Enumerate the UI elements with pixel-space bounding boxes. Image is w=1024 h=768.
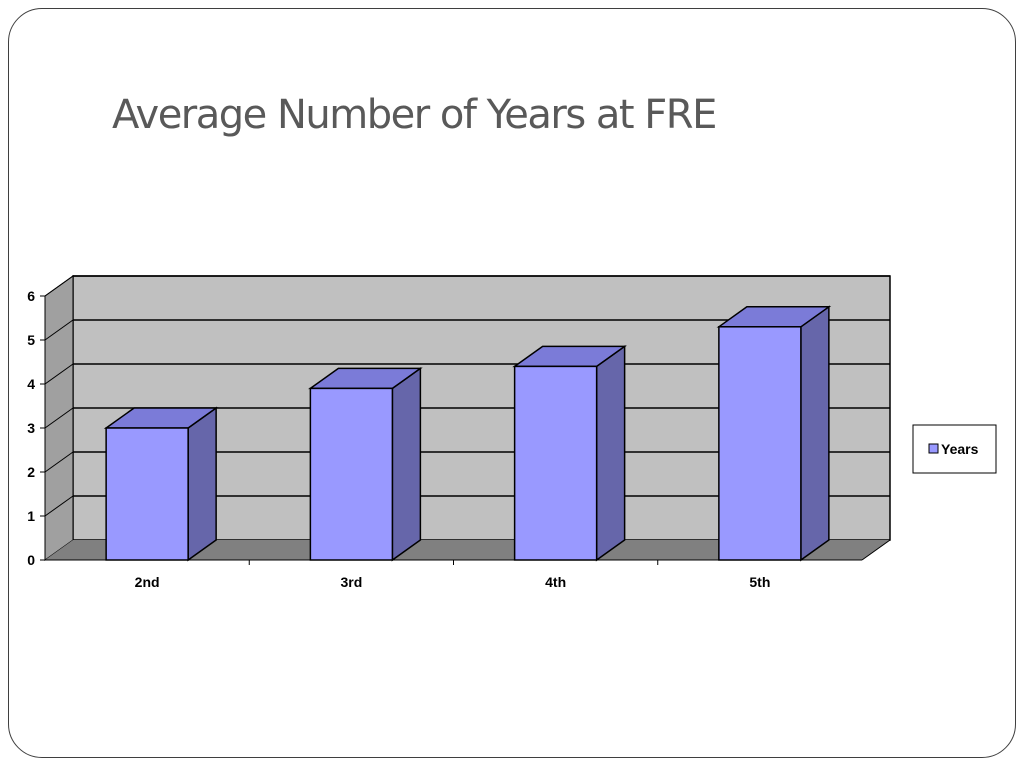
gridline-side [44, 407, 74, 429]
bar-5th [718, 326, 802, 561]
y-tick-label: 3 [27, 420, 35, 436]
y-tick-label: 1 [27, 508, 35, 524]
gridline-side [44, 363, 74, 385]
bar-side [391, 366, 422, 562]
x-tick-label: 3rd [340, 574, 362, 590]
y-tick-labels: 0 1 2 3 4 5 6 [27, 288, 35, 568]
gridline-side [44, 319, 74, 341]
chart-bars [103, 305, 832, 562]
gridline-side [44, 275, 74, 297]
bar-side [800, 305, 830, 562]
legend-swatch [928, 443, 939, 454]
bar-side [187, 406, 217, 562]
y-tick-label: 5 [27, 332, 35, 348]
x-tick-label: 5th [749, 574, 770, 590]
floor [45, 540, 890, 560]
bar-2nd [105, 427, 189, 561]
x-tick-labels: 2nd 3rd 4th 5th [135, 574, 771, 590]
chart-legend: Years [912, 424, 997, 474]
bar-4th [513, 365, 598, 561]
gridline-side [44, 495, 74, 517]
x-tick-label: 4th [545, 574, 566, 590]
slide-title: Average Number of Years at FRE [112, 92, 717, 138]
bar-3rd [309, 387, 394, 561]
bar-side [595, 344, 626, 562]
legend-box [912, 424, 997, 474]
y-tick-label: 0 [27, 552, 35, 568]
y-tick-label: 4 [27, 376, 35, 392]
x-tick-label: 2nd [135, 574, 160, 590]
floor-edge [861, 539, 891, 561]
y-tick-label: 6 [27, 288, 35, 304]
y-tick-label: 2 [27, 464, 35, 480]
gridline-side [44, 451, 74, 473]
legend-label-years: Years [941, 441, 979, 457]
